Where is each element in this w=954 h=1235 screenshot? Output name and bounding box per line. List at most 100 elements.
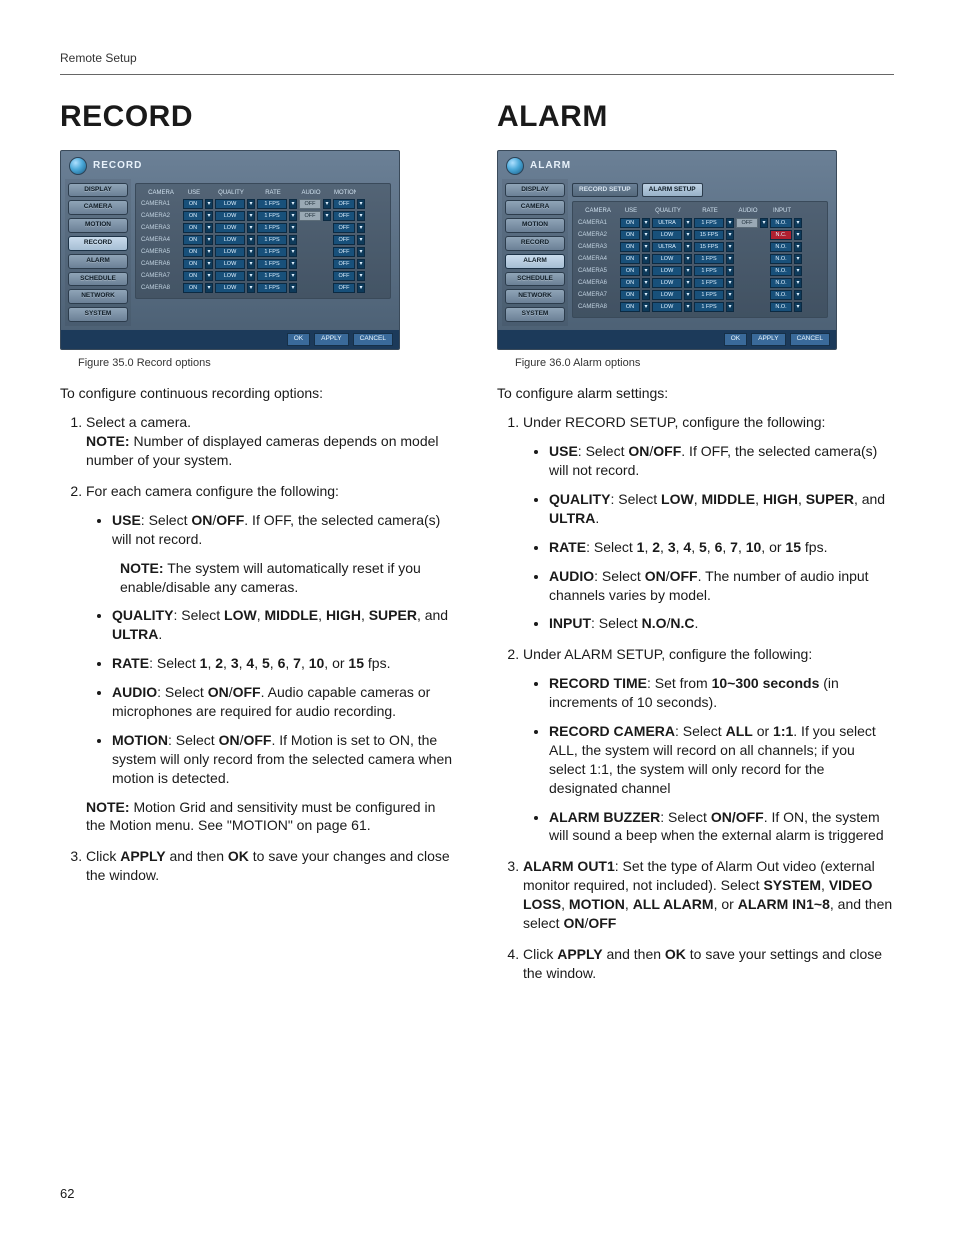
dropdown-arrow-icon[interactable]: ▾	[289, 199, 297, 209]
dropdown-arrow-icon[interactable]: ▾	[357, 247, 365, 257]
value-chip[interactable]: ON	[620, 254, 640, 264]
value-chip[interactable]: LOW	[652, 254, 682, 264]
side-nav-item[interactable]: MOTION	[505, 218, 565, 233]
footer-button[interactable]: APPLY	[314, 333, 348, 346]
side-nav-item[interactable]: NETWORK	[505, 289, 565, 304]
value-chip[interactable]: LOW	[215, 211, 245, 221]
dropdown-arrow-icon[interactable]: ▾	[357, 259, 365, 269]
value-chip[interactable]: OFF	[333, 259, 355, 269]
dropdown-arrow-icon[interactable]: ▾	[323, 211, 331, 221]
value-chip[interactable]: LOW	[215, 235, 245, 245]
side-nav-item[interactable]: SCHEDULE	[68, 272, 128, 287]
side-nav-item[interactable]: RECORD	[68, 236, 128, 251]
dropdown-arrow-icon[interactable]: ▾	[726, 254, 734, 264]
side-nav-item[interactable]: SYSTEM	[68, 307, 128, 322]
dropdown-arrow-icon[interactable]: ▾	[205, 247, 213, 257]
dropdown-arrow-icon[interactable]: ▾	[642, 242, 650, 252]
value-chip[interactable]: LOW	[215, 271, 245, 281]
dropdown-arrow-icon[interactable]: ▾	[289, 259, 297, 269]
dropdown-arrow-icon[interactable]: ▾	[357, 271, 365, 281]
tab[interactable]: RECORD SETUP	[572, 183, 638, 198]
dropdown-arrow-icon[interactable]: ▾	[357, 199, 365, 209]
value-chip[interactable]: ON	[620, 218, 640, 228]
dropdown-arrow-icon[interactable]: ▾	[726, 266, 734, 276]
value-chip[interactable]: ON	[183, 211, 203, 221]
value-chip[interactable]: OFF	[333, 271, 355, 281]
value-chip[interactable]: OFF	[299, 199, 321, 209]
dropdown-arrow-icon[interactable]: ▾	[247, 211, 255, 221]
dropdown-arrow-icon[interactable]: ▾	[205, 271, 213, 281]
value-chip[interactable]: LOW	[215, 283, 245, 293]
value-chip[interactable]: ON	[620, 290, 640, 300]
dropdown-arrow-icon[interactable]: ▾	[794, 254, 802, 264]
value-chip[interactable]: ON	[183, 199, 203, 209]
value-chip[interactable]: 1 FPS	[257, 259, 287, 269]
dropdown-arrow-icon[interactable]: ▾	[205, 283, 213, 293]
dropdown-arrow-icon[interactable]: ▾	[642, 254, 650, 264]
dropdown-arrow-icon[interactable]: ▾	[323, 199, 331, 209]
value-chip[interactable]: 1 FPS	[694, 302, 724, 312]
dropdown-arrow-icon[interactable]: ▾	[642, 290, 650, 300]
dropdown-arrow-icon[interactable]: ▾	[205, 223, 213, 233]
value-chip[interactable]: 1 FPS	[257, 235, 287, 245]
value-chip[interactable]: N.C.	[770, 230, 792, 240]
value-chip[interactable]: N.O.	[770, 302, 792, 312]
dropdown-arrow-icon[interactable]: ▾	[357, 235, 365, 245]
value-chip[interactable]: ULTRA	[652, 242, 682, 252]
value-chip[interactable]: ULTRA	[652, 218, 682, 228]
dropdown-arrow-icon[interactable]: ▾	[794, 218, 802, 228]
value-chip[interactable]: ON	[183, 235, 203, 245]
side-nav-item[interactable]: ALARM	[68, 254, 128, 269]
dropdown-arrow-icon[interactable]: ▾	[642, 230, 650, 240]
side-nav-item[interactable]: SYSTEM	[505, 307, 565, 322]
dropdown-arrow-icon[interactable]: ▾	[289, 283, 297, 293]
dropdown-arrow-icon[interactable]: ▾	[289, 235, 297, 245]
dropdown-arrow-icon[interactable]: ▾	[289, 211, 297, 221]
dropdown-arrow-icon[interactable]: ▾	[357, 211, 365, 221]
dropdown-arrow-icon[interactable]: ▾	[794, 230, 802, 240]
value-chip[interactable]: 1 FPS	[257, 247, 287, 257]
dropdown-arrow-icon[interactable]: ▾	[357, 223, 365, 233]
dropdown-arrow-icon[interactable]: ▾	[794, 278, 802, 288]
dropdown-arrow-icon[interactable]: ▾	[642, 278, 650, 288]
dropdown-arrow-icon[interactable]: ▾	[760, 218, 768, 228]
value-chip[interactable]: 1 FPS	[257, 211, 287, 221]
value-chip[interactable]: 1 FPS	[257, 283, 287, 293]
dropdown-arrow-icon[interactable]: ▾	[684, 290, 692, 300]
dropdown-arrow-icon[interactable]: ▾	[247, 247, 255, 257]
side-nav-item[interactable]: DISPLAY	[68, 183, 128, 198]
value-chip[interactable]: OFF	[299, 211, 321, 221]
value-chip[interactable]: 1 FPS	[257, 223, 287, 233]
value-chip[interactable]: LOW	[215, 223, 245, 233]
footer-button[interactable]: OK	[724, 333, 747, 346]
dropdown-arrow-icon[interactable]: ▾	[357, 283, 365, 293]
dropdown-arrow-icon[interactable]: ▾	[684, 302, 692, 312]
dropdown-arrow-icon[interactable]: ▾	[247, 223, 255, 233]
dropdown-arrow-icon[interactable]: ▾	[289, 247, 297, 257]
dropdown-arrow-icon[interactable]: ▾	[205, 199, 213, 209]
value-chip[interactable]: ON	[620, 266, 640, 276]
dropdown-arrow-icon[interactable]: ▾	[684, 230, 692, 240]
footer-button[interactable]: CANCEL	[353, 333, 393, 346]
dropdown-arrow-icon[interactable]: ▾	[684, 266, 692, 276]
dropdown-arrow-icon[interactable]: ▾	[247, 283, 255, 293]
value-chip[interactable]: N.O.	[770, 278, 792, 288]
value-chip[interactable]: 1 FPS	[694, 290, 724, 300]
value-chip[interactable]: OFF	[333, 199, 355, 209]
dropdown-arrow-icon[interactable]: ▾	[247, 235, 255, 245]
dropdown-arrow-icon[interactable]: ▾	[642, 218, 650, 228]
value-chip[interactable]: LOW	[215, 199, 245, 209]
side-nav-item[interactable]: ALARM	[505, 254, 565, 269]
side-nav-item[interactable]: CAMERA	[505, 200, 565, 215]
value-chip[interactable]: LOW	[652, 290, 682, 300]
dropdown-arrow-icon[interactable]: ▾	[726, 242, 734, 252]
dropdown-arrow-icon[interactable]: ▾	[726, 218, 734, 228]
value-chip[interactable]: ON	[183, 223, 203, 233]
value-chip[interactable]: N.O.	[770, 290, 792, 300]
value-chip[interactable]: N.O.	[770, 266, 792, 276]
value-chip[interactable]: 1 FPS	[694, 218, 724, 228]
side-nav-item[interactable]: NETWORK	[68, 289, 128, 304]
footer-button[interactable]: CANCEL	[790, 333, 830, 346]
value-chip[interactable]: 15 FPS	[694, 230, 724, 240]
value-chip[interactable]: N.O.	[770, 242, 792, 252]
